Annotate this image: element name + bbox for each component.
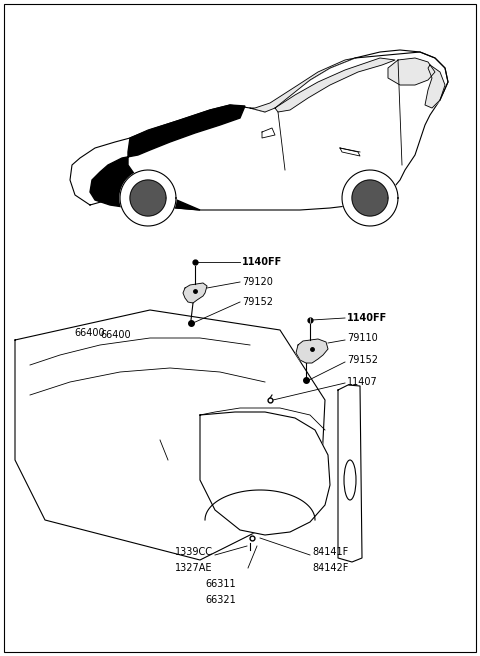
Polygon shape [120, 170, 176, 226]
Text: 79152: 79152 [242, 297, 273, 307]
Text: 66311: 66311 [205, 579, 236, 589]
Text: 1339CC: 1339CC [175, 547, 213, 557]
Polygon shape [90, 105, 245, 210]
Polygon shape [342, 170, 398, 226]
Text: 1140FF: 1140FF [347, 313, 387, 323]
Polygon shape [338, 385, 362, 562]
Text: 79152: 79152 [347, 355, 378, 365]
Polygon shape [425, 65, 445, 108]
Text: 1140FF: 1140FF [242, 257, 282, 267]
Polygon shape [200, 412, 330, 535]
Polygon shape [70, 50, 448, 210]
Polygon shape [183, 283, 207, 303]
Polygon shape [388, 58, 435, 85]
Polygon shape [130, 180, 166, 216]
Text: 66400: 66400 [100, 329, 131, 340]
Text: 79120: 79120 [242, 277, 273, 287]
Polygon shape [250, 58, 355, 112]
Polygon shape [275, 58, 395, 112]
Polygon shape [296, 339, 328, 363]
Polygon shape [352, 180, 388, 216]
Polygon shape [262, 128, 275, 138]
Text: 11407: 11407 [347, 377, 378, 387]
Text: 84142F: 84142F [312, 563, 348, 573]
Text: 1327AE: 1327AE [175, 563, 213, 573]
Text: 66321: 66321 [205, 595, 236, 605]
Text: 79110: 79110 [347, 333, 378, 343]
Text: 66400: 66400 [74, 328, 105, 338]
Text: 84141F: 84141F [312, 547, 348, 557]
Polygon shape [15, 310, 325, 560]
